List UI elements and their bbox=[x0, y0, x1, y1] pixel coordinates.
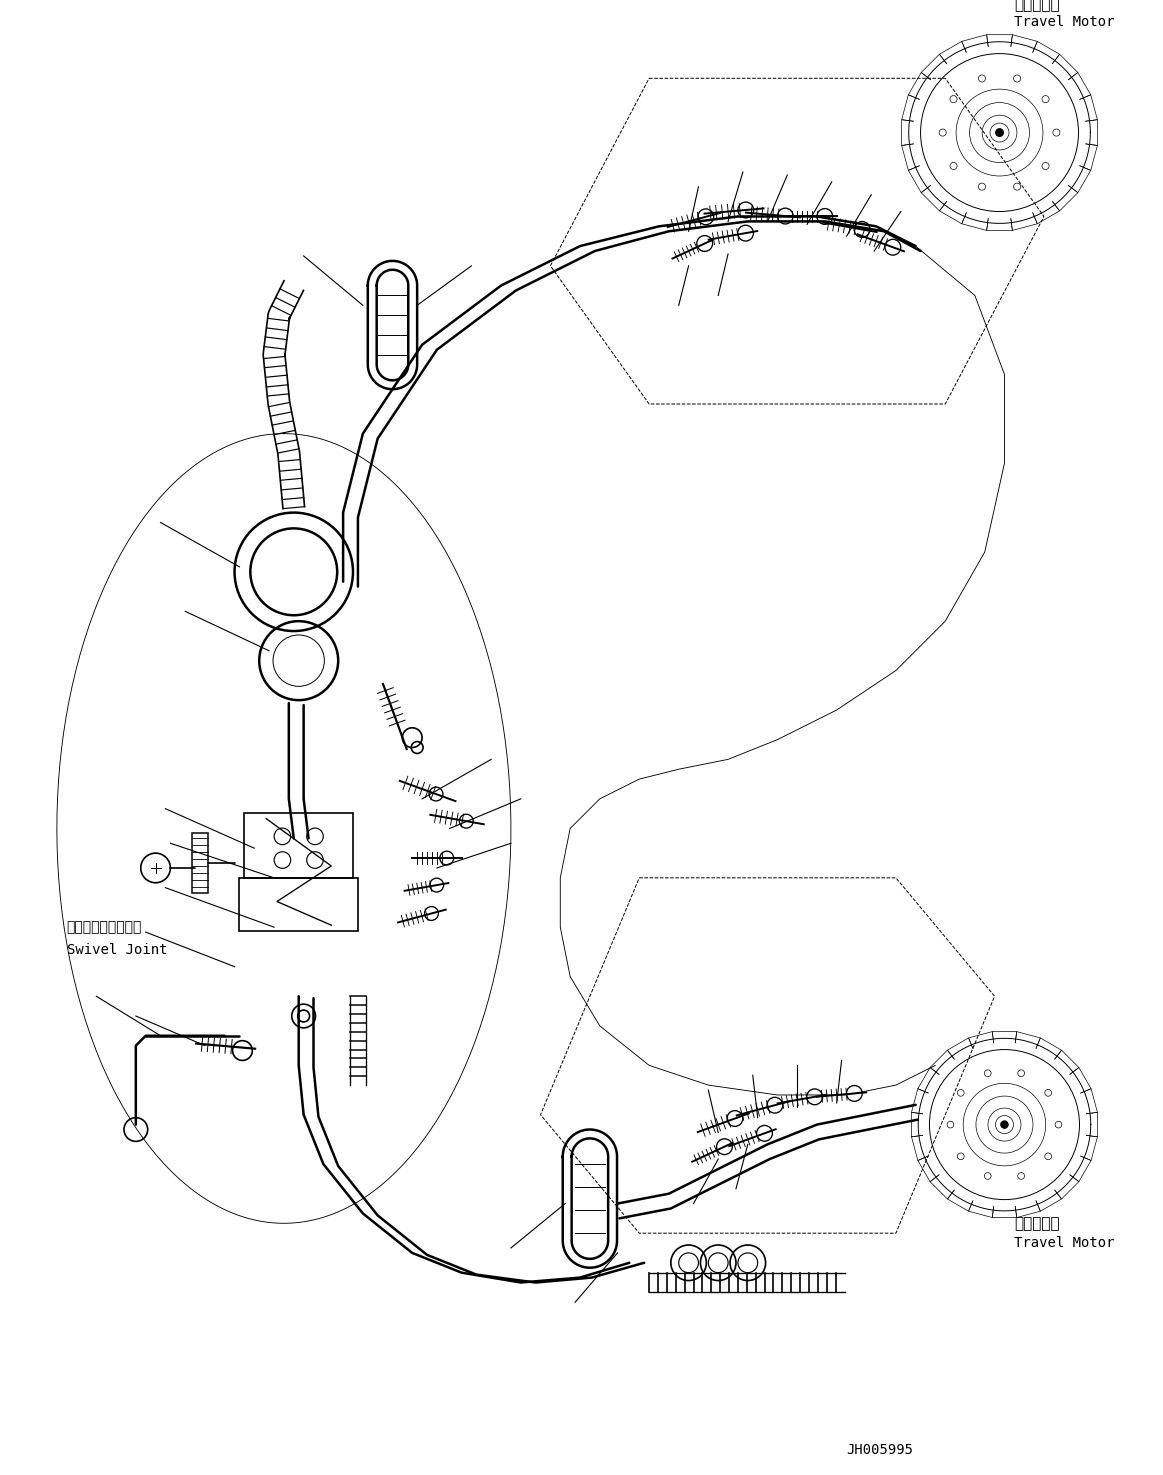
Bar bbox=[192, 833, 208, 892]
Bar bbox=[238, 878, 358, 931]
Text: Swivel Joint: Swivel Joint bbox=[66, 943, 167, 957]
Text: JH005995: JH005995 bbox=[847, 1444, 913, 1457]
Circle shape bbox=[996, 128, 1004, 137]
Bar bbox=[244, 813, 354, 878]
Text: 走行モータ: 走行モータ bbox=[1014, 1215, 1059, 1230]
Text: Travel Motor: Travel Motor bbox=[1014, 1236, 1115, 1249]
Text: 走行モータ: 走行モータ bbox=[1014, 0, 1059, 12]
Circle shape bbox=[1000, 1121, 1008, 1128]
Text: スイベルジョイント: スイベルジョイント bbox=[66, 920, 142, 934]
Text: Travel Motor: Travel Motor bbox=[1014, 15, 1115, 30]
